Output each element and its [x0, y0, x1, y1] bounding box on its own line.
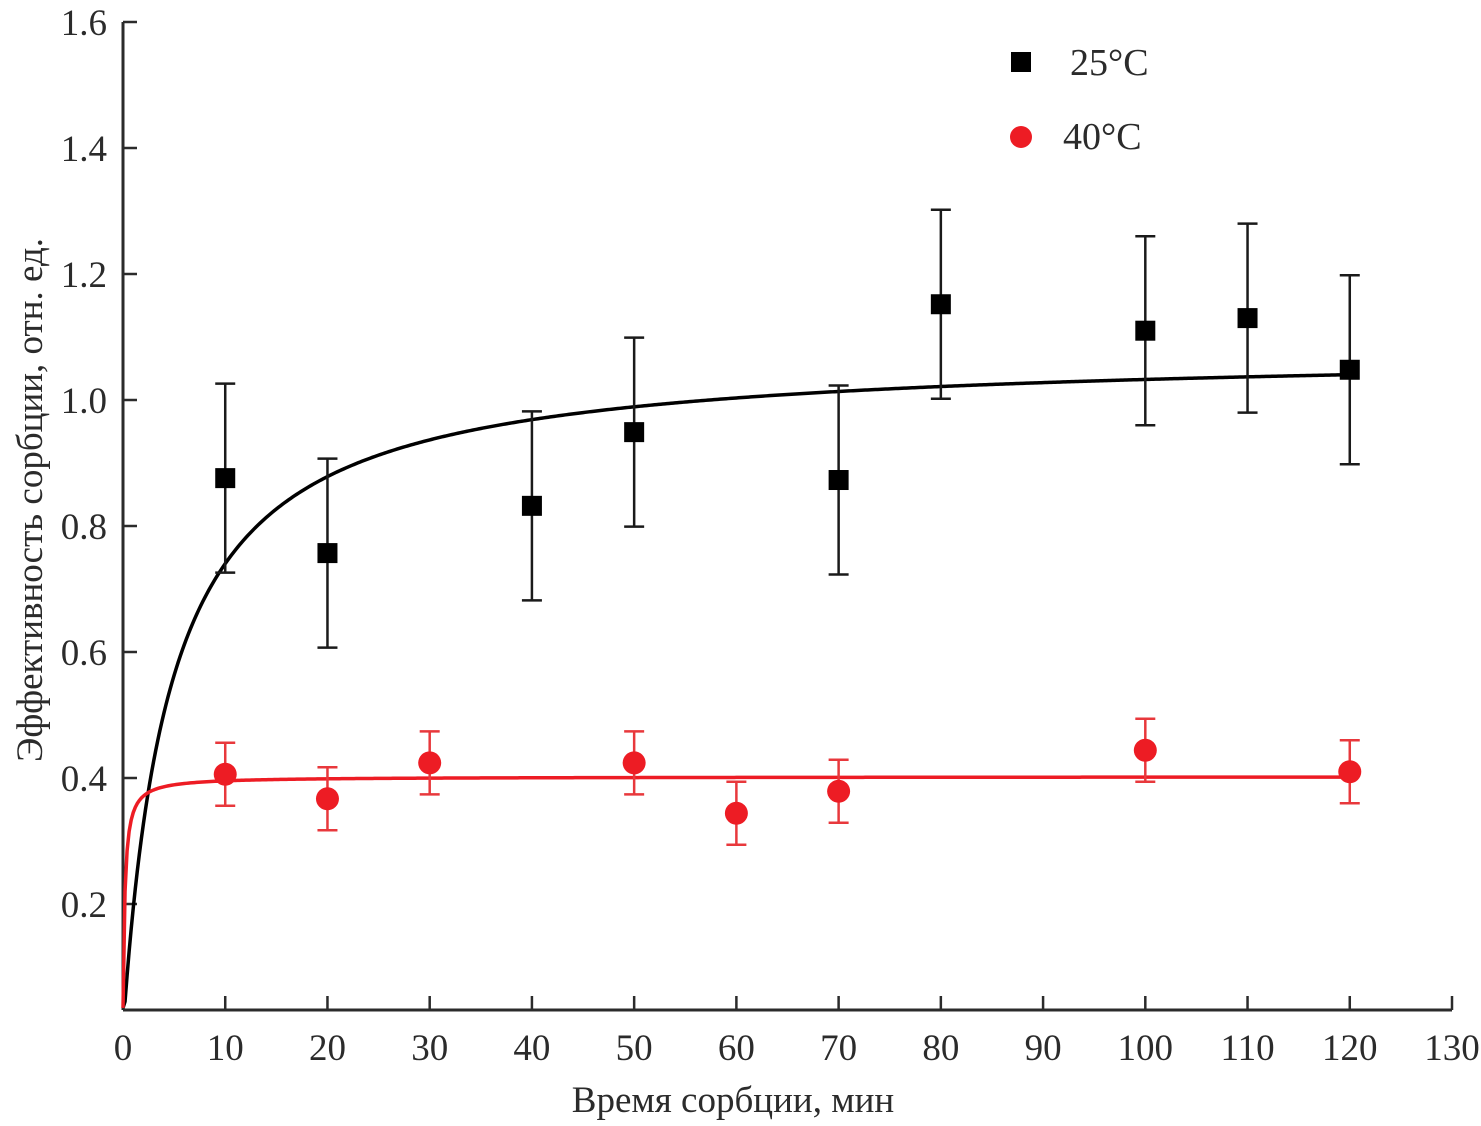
circle-marker [1133, 738, 1157, 762]
square-marker [828, 470, 849, 491]
square-marker [215, 468, 236, 489]
square-marker [1237, 308, 1258, 329]
y-ticks: 0.2 0.4 0.6 0.8 1.0 1.2 1.4 1.6 [61, 3, 137, 926]
x-axis-title: Время сорбции, мин [572, 1080, 894, 1121]
x-tick-label: 20 [309, 1028, 346, 1069]
data-point-25c [624, 336, 645, 528]
x-tick-label: 0 [114, 1028, 133, 1069]
legend-circle-marker-icon [1010, 126, 1032, 148]
y-tick-label: 0.8 [61, 507, 107, 548]
data-point-40c [1133, 717, 1157, 784]
y-tick-label: 0.6 [61, 633, 107, 674]
data-point-25c [1135, 234, 1156, 427]
x-tick-label: 110 [1220, 1028, 1274, 1069]
circle-marker [724, 801, 748, 825]
x-tick-label: 90 [1025, 1028, 1062, 1069]
legend-square-marker-icon [1011, 52, 1031, 72]
circle-marker [315, 787, 339, 811]
data-point-25c [1339, 274, 1360, 466]
data-points [213, 208, 1362, 847]
data-point-40c [213, 741, 237, 807]
data-point-25c [828, 384, 849, 576]
data-point-40c [1338, 738, 1362, 805]
data-point-40c [724, 780, 748, 847]
y-tick-label: 1.4 [61, 129, 107, 170]
y-axis-title: Эффективность сорбции, отн. ед. [10, 238, 51, 762]
data-point-40c [418, 730, 442, 796]
axes: 0 10 20 30 40 50 60 70 80 90 100 110 120 130 0.20.40.… [61, 3, 1480, 1069]
circle-marker [1338, 760, 1362, 784]
data-point-40c [315, 766, 339, 832]
x-tick-label: 70 [820, 1028, 857, 1069]
circle-marker [418, 751, 442, 775]
x-tick-label: 80 [922, 1028, 959, 1069]
data-point-25c [930, 208, 951, 400]
x-tick-label: 50 [616, 1028, 653, 1069]
data-point-40c [827, 758, 851, 824]
y-tick-label: 1.0 [61, 381, 107, 422]
data-point-25c [215, 382, 236, 574]
x-tick-label: 40 [513, 1028, 550, 1069]
square-marker [1339, 359, 1360, 380]
circle-marker [827, 779, 851, 803]
legend-label-25c: 25°C [1070, 42, 1149, 84]
square-marker [521, 495, 542, 516]
square-marker [624, 422, 645, 443]
data-point-25c [317, 457, 338, 649]
legend-label-40c: 40°C [1063, 116, 1142, 158]
circle-marker [622, 751, 646, 775]
data-point-25c [1237, 222, 1258, 414]
x-tick-label: 100 [1118, 1028, 1174, 1069]
legend-item-40c: 40°C [1010, 116, 1142, 158]
fit-curves [121, 372, 1350, 1009]
y-tick-label: 0.4 [61, 759, 107, 800]
y-tick-label: 0.2 [61, 885, 107, 926]
data-point-25c [521, 410, 542, 602]
square-marker [930, 294, 951, 315]
square-marker [317, 543, 338, 564]
legend-item-25c: 25°C [1011, 42, 1149, 84]
data-point-40c [622, 730, 646, 796]
x-tick-label: 120 [1322, 1028, 1378, 1069]
x-ticks: 0 10 20 30 40 50 60 70 80 90 100 110 120 130 [114, 996, 1480, 1069]
circle-marker [213, 762, 237, 786]
x-tick-label: 30 [411, 1028, 448, 1069]
fit-curve-25c [121, 372, 1350, 1009]
square-marker [1135, 320, 1156, 341]
x-tick-label: 130 [1424, 1028, 1480, 1069]
y-tick-label: 1.2 [61, 255, 107, 296]
x-tick-label: 60 [718, 1028, 755, 1069]
legend: 25°C 40°C [1010, 42, 1149, 158]
x-tick-label: 10 [207, 1028, 244, 1069]
y-tick-label: 1.6 [61, 3, 107, 44]
